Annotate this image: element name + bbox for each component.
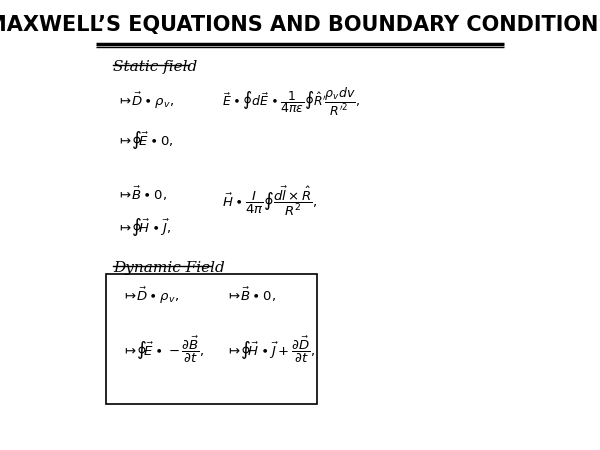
Text: $\mapsto\!\vec{D} \bullet\rho_v,$: $\mapsto\!\vec{D} \bullet\rho_v,$ bbox=[118, 91, 174, 111]
Text: $\vec{H} \bullet \dfrac{I}{4\pi} \oint \dfrac{d\vec{l} \times \hat{R}}{R^{2}},$: $\vec{H} \bullet \dfrac{I}{4\pi} \oint \… bbox=[222, 185, 317, 218]
Text: Dynamic Field: Dynamic Field bbox=[113, 261, 225, 275]
FancyBboxPatch shape bbox=[106, 274, 317, 404]
Text: $\mapsto\!\oint\!\vec{E} \bullet 0,$: $\mapsto\!\oint\!\vec{E} \bullet 0,$ bbox=[118, 129, 174, 151]
Text: MAXWELL’S EQUATIONS AND BOUNDARY CONDITIONS: MAXWELL’S EQUATIONS AND BOUNDARY CONDITI… bbox=[0, 15, 600, 35]
Text: $\mapsto\!\oint\!\vec{H} \bullet \vec{J},$: $\mapsto\!\oint\!\vec{H} \bullet \vec{J}… bbox=[118, 216, 171, 238]
Text: $\mapsto\!\oint\!\vec{E} \bullet -\dfrac{\partial \vec{B}}{\partial t},$: $\mapsto\!\oint\!\vec{E} \bullet -\dfrac… bbox=[122, 334, 204, 365]
Text: $\mapsto\!\vec{B} \bullet 0,$: $\mapsto\!\vec{B} \bullet 0,$ bbox=[118, 185, 167, 203]
Text: $\mapsto\!\vec{D} \bullet \rho_v,$: $\mapsto\!\vec{D} \bullet \rho_v,$ bbox=[122, 285, 179, 306]
Text: Static field: Static field bbox=[113, 60, 197, 74]
Text: $\mapsto\!\oint\!\vec{H} \bullet \vec{J} + \dfrac{\partial \vec{D}}{\partial t},: $\mapsto\!\oint\!\vec{H} \bullet \vec{J}… bbox=[226, 334, 315, 365]
Text: $\vec{E} \bullet \oint d\vec{E} \bullet \dfrac{1}{4\pi\varepsilon} \oint \hat{R}: $\vec{E} \bullet \oint d\vec{E} \bullet … bbox=[222, 86, 360, 118]
Text: $\mapsto\!\vec{B} \bullet 0,$: $\mapsto\!\vec{B} \bullet 0,$ bbox=[226, 285, 276, 304]
